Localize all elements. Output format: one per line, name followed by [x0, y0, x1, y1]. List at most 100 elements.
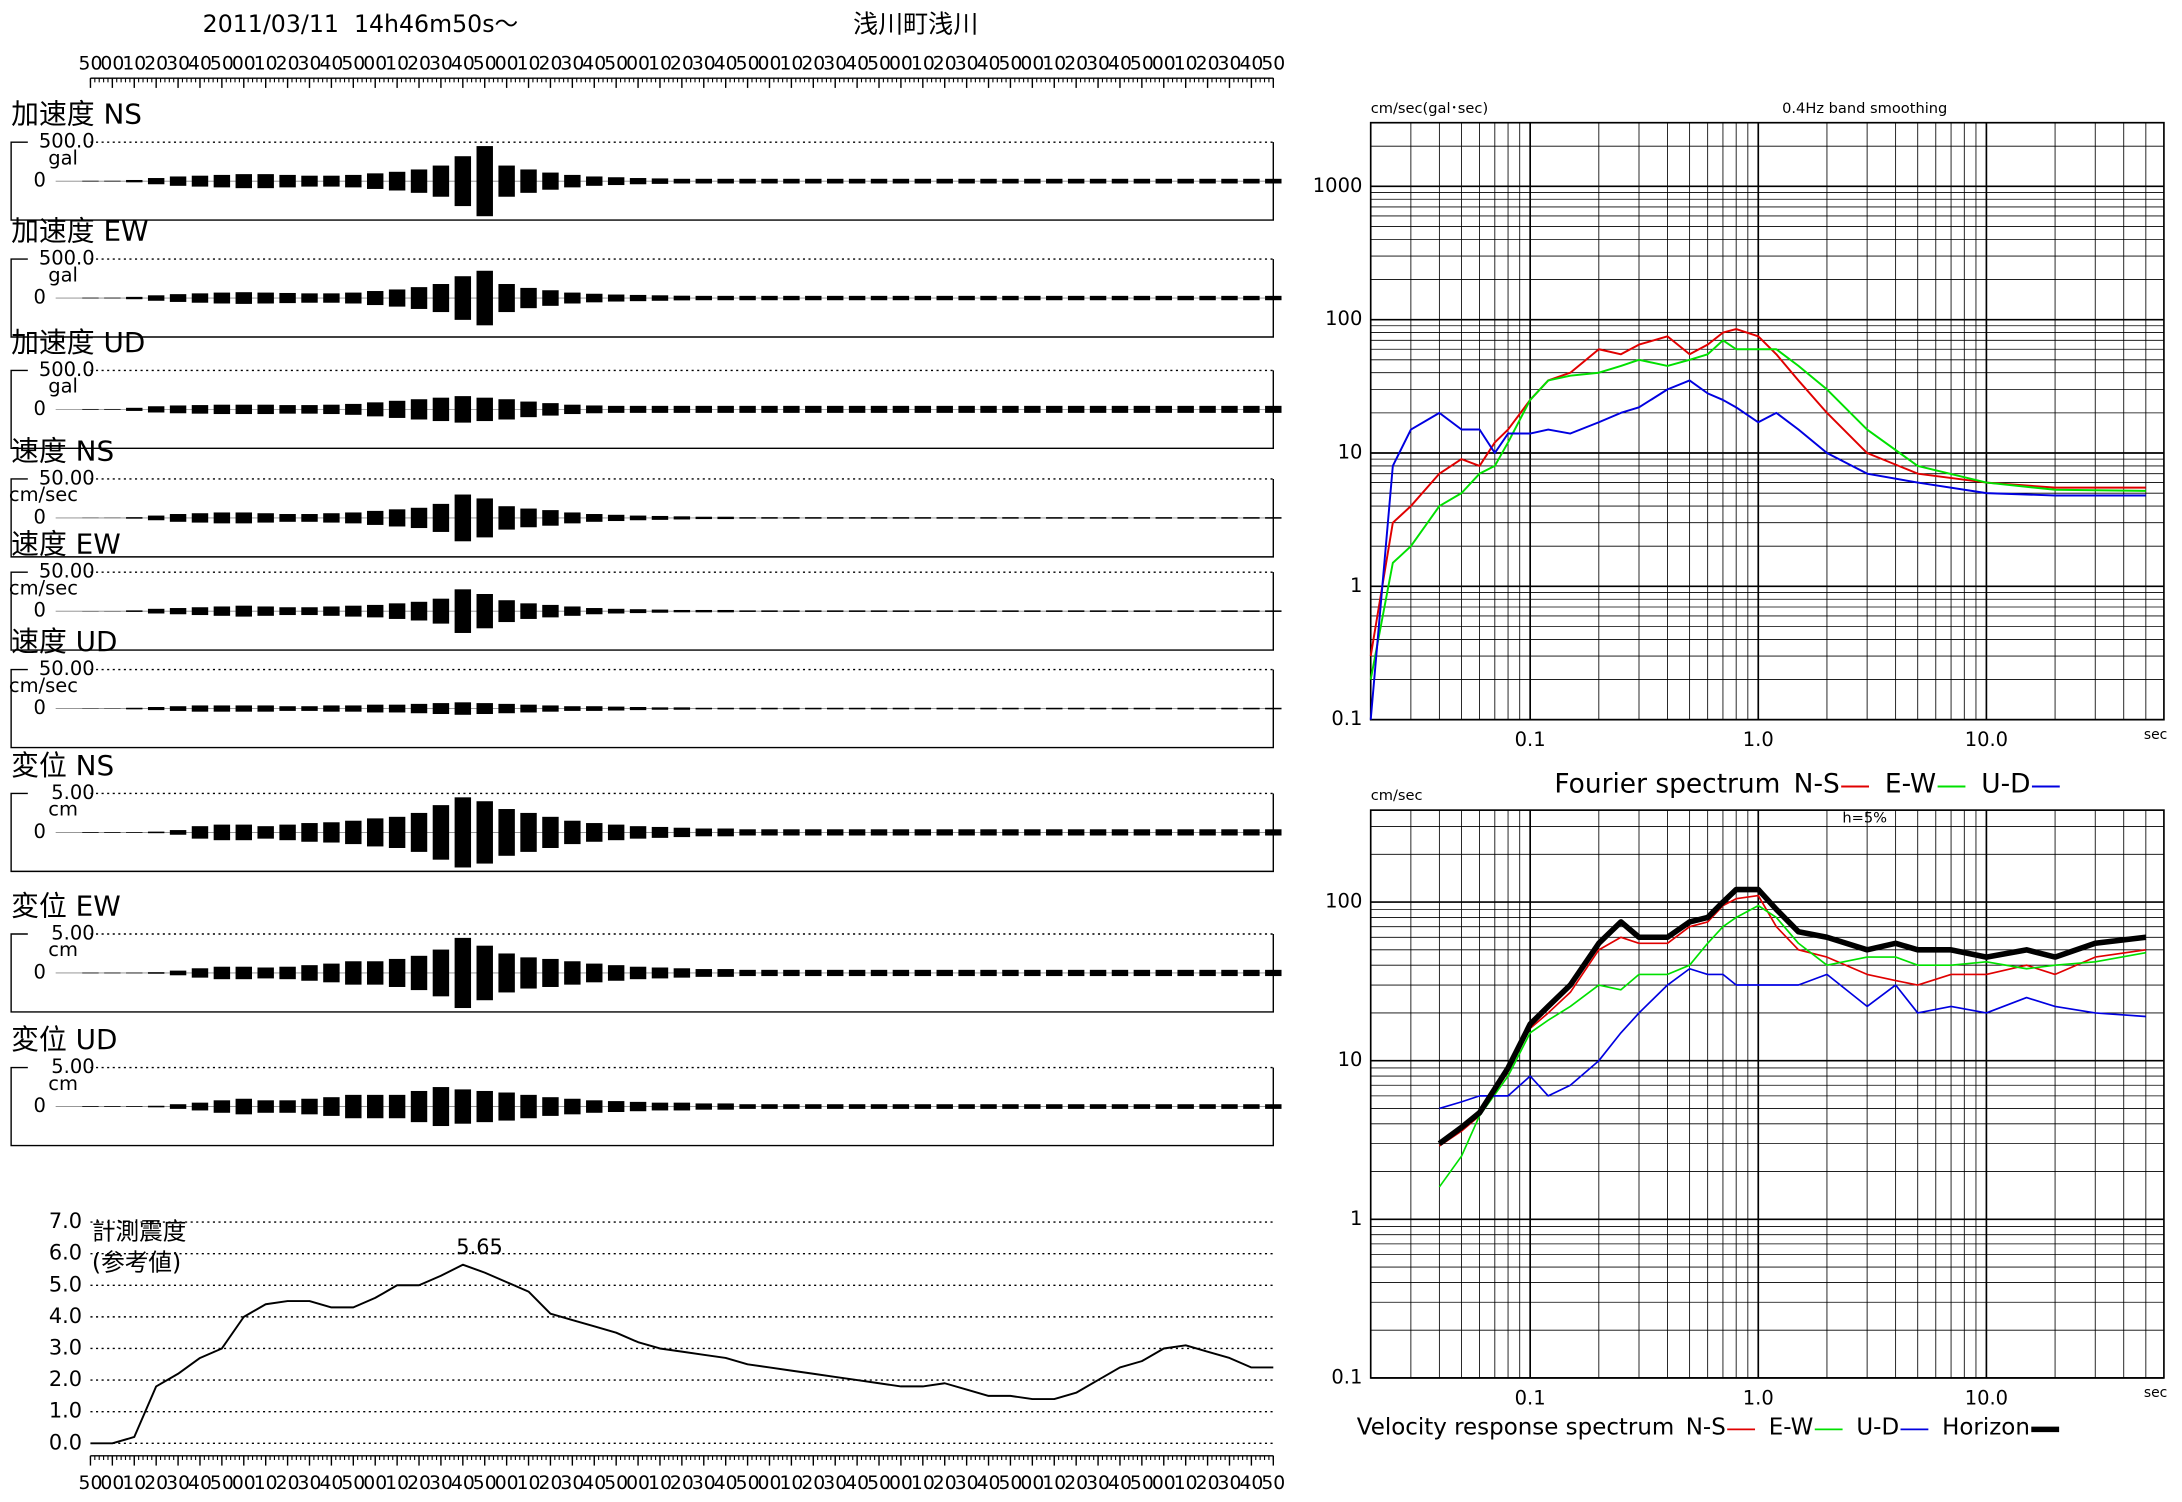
trace-frame: [10, 571, 1274, 651]
x-tick-label: 30: [692, 54, 716, 75]
waveform-envelope: [542, 958, 559, 987]
waveform-envelope: [673, 1102, 691, 1111]
legend-label: U-D: [1856, 1415, 1899, 1441]
trace-unit: cm: [48, 1072, 78, 1095]
waveform-envelope: [366, 402, 384, 417]
waveform-envelope: [410, 1090, 428, 1123]
waveform-envelope: [235, 174, 252, 189]
waveform-envelope: [826, 1104, 844, 1109]
waveform-envelope: [673, 178, 691, 184]
waveform-envelope: [257, 826, 274, 839]
waveform-envelope: [1243, 405, 1260, 413]
waveform-envelope: [783, 610, 800, 612]
waveform-envelope: [476, 594, 493, 629]
x-tick-label: 30: [1086, 54, 1110, 75]
waveform-envelope: [1243, 829, 1260, 836]
waveform-envelope: [147, 608, 165, 614]
waveform-envelope: [1067, 969, 1085, 977]
waveform-envelope: [564, 174, 581, 188]
waveform-envelope: [1243, 610, 1260, 612]
waveform-envelope: [126, 1106, 143, 1107]
waveform-envelope: [914, 1104, 932, 1109]
waveform-envelope: [1221, 707, 1238, 710]
waveform-envelope: [1265, 178, 1282, 184]
waveform-envelope: [586, 405, 603, 414]
x-tick-label: 1.0: [1743, 1386, 1774, 1409]
waveform-envelope: [1024, 405, 1041, 413]
waveform-envelope: [586, 963, 603, 983]
x-tick-label: 20: [276, 54, 300, 75]
waveform-envelope: [191, 968, 209, 978]
waveform-envelope: [323, 404, 340, 415]
waveform-envelope: [1067, 707, 1085, 710]
waveform-envelope: [739, 178, 756, 184]
waveform-envelope: [673, 516, 691, 520]
y-label: 計測震度: [92, 1218, 187, 1246]
waveform-envelope: [323, 175, 340, 187]
waveform-envelope: [564, 706, 581, 711]
waveform-envelope: [980, 829, 997, 836]
waveform-envelope: [870, 295, 888, 301]
waveform-envelope: [1177, 178, 1194, 184]
waveform-envelope: [498, 809, 515, 856]
waveform-envelope: [126, 832, 143, 833]
x-tick-label: 40: [1239, 1473, 1263, 1494]
waveform-envelope: [432, 805, 450, 860]
waveform-envelope: [936, 610, 953, 612]
waveform-envelope: [126, 179, 143, 183]
waveform-envelope: [147, 972, 165, 974]
x-tick-label: 20: [1064, 54, 1088, 75]
waveform-envelope: [235, 512, 252, 524]
waveform-envelope: [191, 705, 209, 712]
x-tick-label: 50: [1130, 1473, 1154, 1494]
waveform-envelope: [805, 517, 822, 519]
waveform-envelope: [104, 180, 121, 182]
waveform-envelope: [651, 405, 669, 413]
waveform-envelope: [257, 513, 274, 523]
waveform-envelope: [783, 178, 800, 184]
waveform-envelope: [520, 169, 537, 193]
waveform-envelope: [739, 707, 756, 710]
waveform-envelope: [366, 818, 384, 847]
waveform-envelope: [1133, 178, 1151, 184]
waveform-envelope: [739, 829, 756, 836]
waveform-envelope: [892, 707, 910, 710]
x-tick-label: 20: [933, 54, 957, 75]
x-tick-label: 40: [319, 54, 343, 75]
waveform-envelope: [191, 513, 209, 523]
waveform-envelope: [213, 1100, 231, 1113]
waveform-envelope: [673, 968, 691, 978]
waveform-envelope: [783, 405, 800, 413]
waveform-envelope: [476, 945, 493, 1001]
waveform-envelope: [1243, 517, 1260, 519]
waveform-envelope: [1243, 707, 1260, 710]
waveform-envelope: [454, 494, 472, 542]
x-tick-label: 40: [1108, 1473, 1132, 1494]
waveform-envelope: [1111, 517, 1129, 519]
x-tick-label: 30: [1086, 1473, 1110, 1494]
waveform-envelope: [147, 1105, 165, 1108]
x-tick-label: 40: [714, 1473, 738, 1494]
waveform-envelope: [980, 707, 997, 710]
waveform-envelope: [345, 820, 362, 845]
waveform-envelope: [388, 400, 406, 418]
waveform-envelope: [1111, 707, 1129, 710]
x-tick-label: 10: [779, 54, 803, 75]
waveform-envelope: [936, 707, 953, 710]
waveform-envelope: [1002, 707, 1019, 710]
x-tick-label: 30: [429, 1473, 453, 1494]
waveform-envelope: [980, 295, 997, 301]
waveform-envelope: [213, 606, 231, 616]
trace-name: 変位 UD: [11, 1023, 117, 1056]
waveform-envelope: [1024, 969, 1041, 977]
waveform-envelope: [1067, 1104, 1085, 1109]
series-line: [1369, 339, 2146, 680]
waveform-envelope: [805, 1104, 822, 1109]
waveform-envelope: [235, 705, 252, 712]
waveform-envelope: [1221, 1104, 1238, 1109]
series-line: [90, 1263, 1274, 1445]
waveform-envelope: [739, 517, 756, 519]
x-tick-label: 30: [298, 1473, 322, 1494]
